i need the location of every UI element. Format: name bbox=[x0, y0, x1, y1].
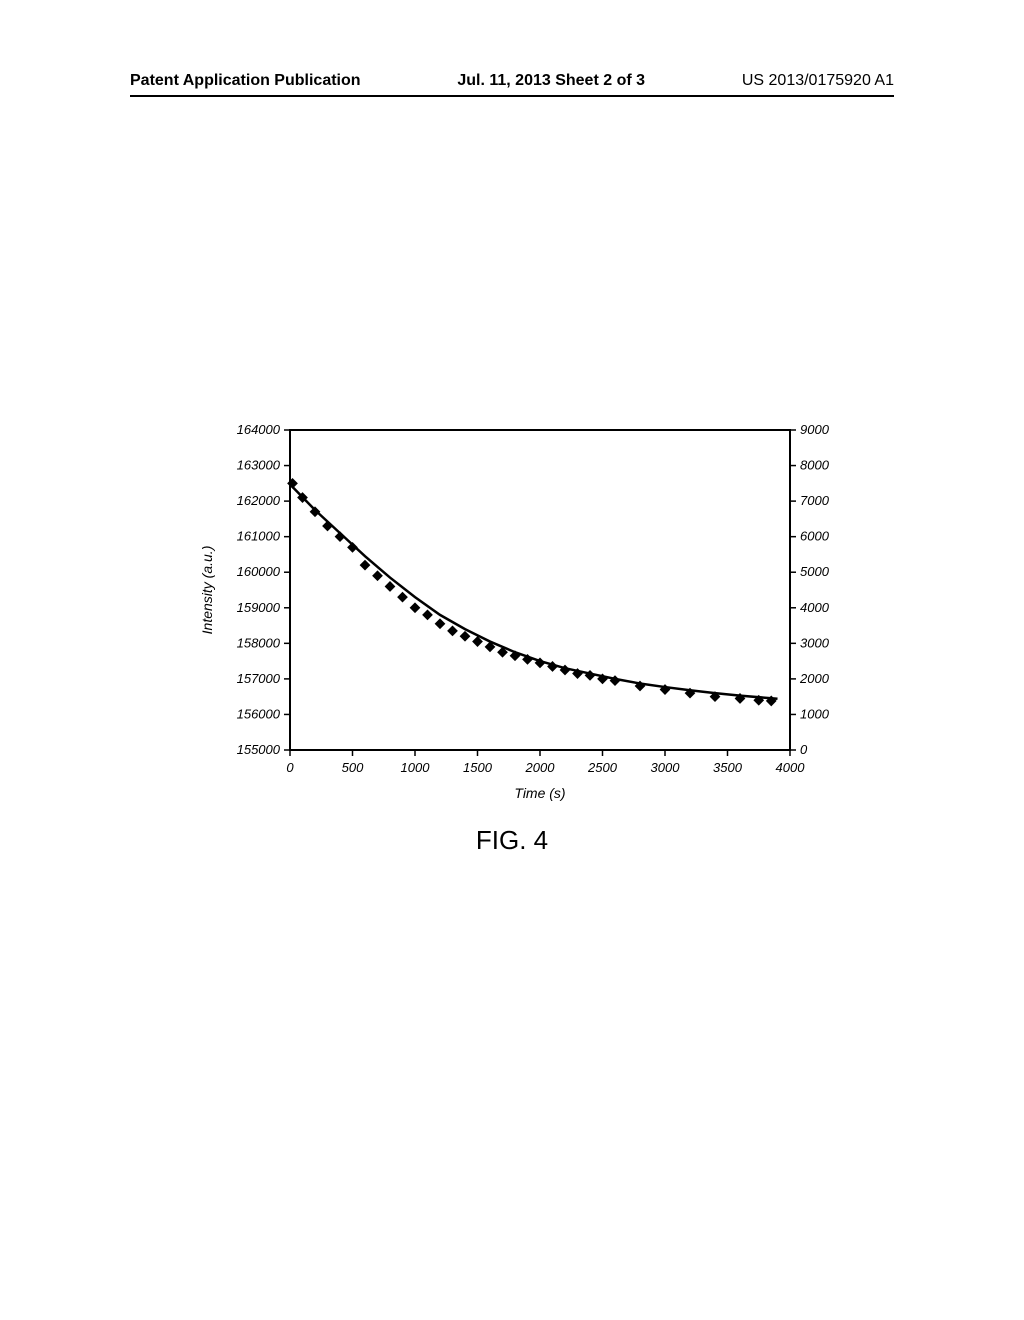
figure-4-chart: 0 500 1000 1500 2000 2500 3000 3500 4000 Time (s)… bbox=[170, 410, 850, 850]
svg-text:5000: 5000 bbox=[800, 564, 830, 579]
figure-caption: FIG. 4 bbox=[0, 825, 1024, 856]
page-header: Patent Application Publication Jul. 11, … bbox=[0, 72, 1024, 90]
svg-text:1000: 1000 bbox=[401, 760, 431, 775]
svg-text:155000: 155000 bbox=[237, 742, 281, 757]
svg-text:2500: 2500 bbox=[587, 760, 618, 775]
header-date-sheet: Jul. 11, 2013 Sheet 2 of 3 bbox=[457, 72, 645, 90]
svg-text:4000: 4000 bbox=[776, 760, 806, 775]
svg-text:0: 0 bbox=[800, 742, 808, 757]
svg-text:3000: 3000 bbox=[800, 635, 830, 650]
header-divider bbox=[130, 95, 894, 97]
svg-text:8000: 8000 bbox=[800, 458, 830, 473]
svg-text:500: 500 bbox=[342, 760, 364, 775]
svg-text:162000: 162000 bbox=[237, 493, 281, 508]
svg-text:163000: 163000 bbox=[237, 458, 281, 473]
svg-text:157000: 157000 bbox=[237, 671, 281, 686]
svg-text:9000: 9000 bbox=[800, 422, 830, 437]
svg-text:1000: 1000 bbox=[800, 706, 830, 721]
svg-text:7000: 7000 bbox=[800, 493, 830, 508]
header-publication-number: US 2013/0175920 A1 bbox=[742, 72, 894, 90]
svg-text:2000: 2000 bbox=[525, 760, 556, 775]
svg-text:6000: 6000 bbox=[800, 529, 830, 544]
svg-text:158000: 158000 bbox=[237, 635, 281, 650]
svg-text:159000: 159000 bbox=[237, 600, 281, 615]
svg-text:3500: 3500 bbox=[713, 760, 743, 775]
svg-text:164000: 164000 bbox=[237, 422, 281, 437]
svg-text:Time (s): Time (s) bbox=[514, 785, 565, 801]
svg-text:0: 0 bbox=[286, 760, 294, 775]
svg-text:1500: 1500 bbox=[463, 760, 493, 775]
svg-text:156000: 156000 bbox=[237, 706, 281, 721]
svg-text:2000: 2000 bbox=[799, 671, 830, 686]
svg-text:161000: 161000 bbox=[237, 529, 281, 544]
svg-text:Intensity (a.u.): Intensity (a.u.) bbox=[199, 546, 215, 635]
svg-text:4000: 4000 bbox=[800, 600, 830, 615]
svg-text:160000: 160000 bbox=[237, 564, 281, 579]
chart-svg: 0 500 1000 1500 2000 2500 3000 3500 4000 Time (s)… bbox=[170, 410, 850, 850]
svg-text:3000: 3000 bbox=[651, 760, 681, 775]
header-publication-type: Patent Application Publication bbox=[130, 72, 361, 90]
